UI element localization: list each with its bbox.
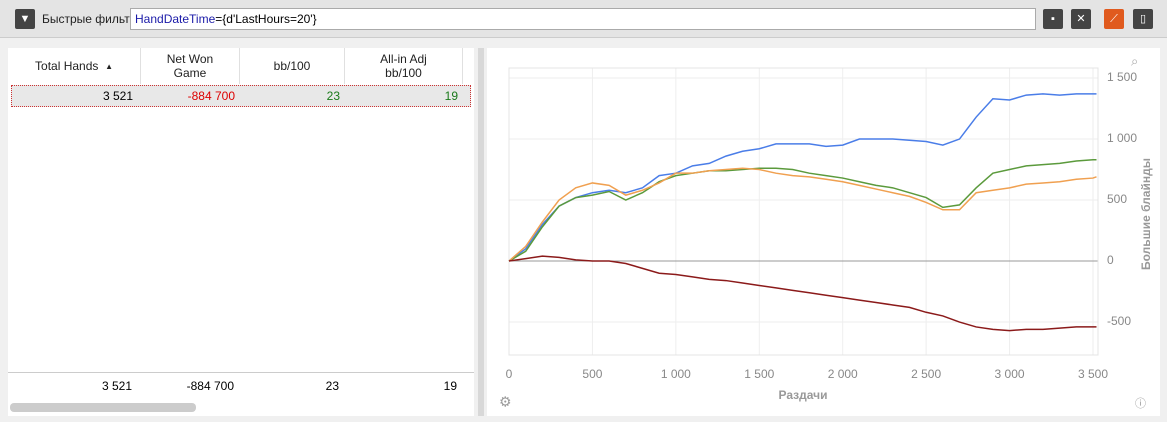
y-axis-title: Большие блайнды [1139, 158, 1153, 270]
header-text: All-in Adj bb/100 [380, 52, 427, 80]
cell: -884 700 [186, 379, 234, 393]
series-line [508, 255, 1097, 332]
series-line [508, 93, 1097, 262]
cell: 23 [325, 379, 339, 393]
query-key: HandDateTime [135, 12, 216, 26]
settings-icon[interactable]: ⚙ [499, 394, 512, 410]
cell: 23 [326, 89, 340, 103]
x-tick-label: 1 000 [661, 367, 691, 381]
plot-border [508, 67, 1099, 356]
cell: 3 521 [101, 379, 132, 393]
filter-bar: ▼ Быстрые фильт HandDateTime={d'LastHour… [0, 0, 1167, 38]
zoom-icon[interactable]: ⌕ [1131, 53, 1138, 68]
chart-toggle[interactable]: ⟋ [1104, 9, 1124, 29]
totals-row: 3 521 -884 700 23 19 [8, 372, 474, 398]
clear-button[interactable]: ✕ [1071, 9, 1091, 29]
cell: -884 700 [187, 89, 235, 103]
y-tick-label: 1 000 [1107, 131, 1137, 145]
scrollbar[interactable] [10, 403, 196, 412]
chart-panel: Раздачи Большие блайнды ⚙ ⓘ ⌕ 0 500 1 000 1… [487, 48, 1160, 416]
chart: Раздачи Большие блайнды ⚙ ⓘ ⌕ 0 500 1 000 1… [499, 53, 1153, 410]
filter-icon[interactable]: ▼ [15, 9, 35, 29]
header-text: Net Won Game [166, 52, 214, 80]
header-text: bb/100 [273, 59, 311, 73]
x-tick-label: 2 000 [828, 367, 858, 381]
col-header[interactable]: Net Won Game [141, 48, 240, 84]
y-tick-label: 500 [1107, 192, 1127, 206]
table-panel: Total Hands ▲ Net Won Game bb/100 All-in… [8, 48, 474, 416]
header-text: Total Hands [35, 59, 99, 73]
cell: 3 521 [102, 89, 133, 103]
layout-toggle[interactable]: ▯ [1133, 9, 1153, 29]
col-header[interactable]: Total Hands ▲ [8, 48, 141, 84]
x-tick-label: 0 [506, 367, 513, 381]
x-axis-title: Раздачи [779, 388, 828, 402]
series-line [508, 167, 1097, 262]
query-rest: ={d'LastHours=20'} [215, 12, 317, 26]
y-tick-label: 0 [1107, 253, 1114, 267]
col-header[interactable]: bb/100 [240, 48, 345, 84]
series-line [508, 159, 1097, 262]
save-button[interactable]: ▪ [1043, 9, 1063, 29]
cell: 19 [443, 379, 457, 393]
filter-input[interactable]: HandDateTime={d'LastHours=20'} [130, 8, 1036, 30]
x-tick-label: 2 500 [911, 367, 941, 381]
x-tick-label: 1 500 [744, 367, 774, 381]
table-row[interactable]: 3 521 -884 700 23 19 [11, 85, 471, 107]
x-tick-label: 500 [582, 367, 602, 381]
cell: 19 [444, 89, 458, 103]
col-header[interactable]: All-in Adj bb/100 [345, 48, 463, 84]
splitter[interactable] [478, 48, 484, 416]
y-tick-label: 1 500 [1107, 70, 1137, 84]
info-icon[interactable]: ⓘ [1135, 397, 1146, 410]
x-tick-label: 3 500 [1078, 367, 1108, 381]
filter-label: Быстрые фильт [42, 12, 130, 26]
y-tick-label: -500 [1107, 314, 1131, 328]
x-tick-label: 3 000 [995, 367, 1025, 381]
